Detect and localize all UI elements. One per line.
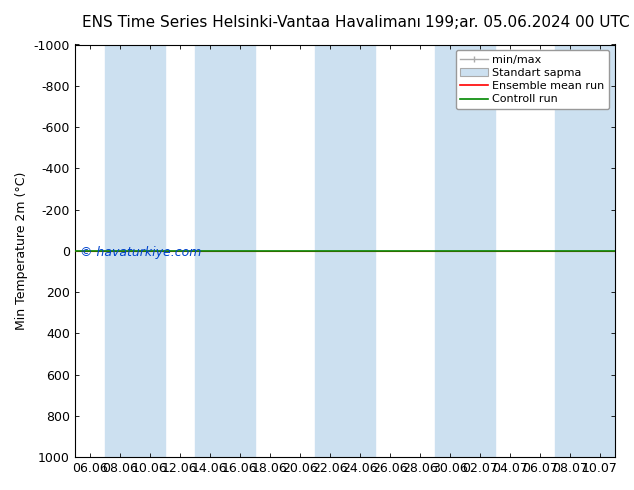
Legend: min/max, Standart sapma, Ensemble mean run, Controll run: min/max, Standart sapma, Ensemble mean r… [456,50,609,109]
Text: © havaturkiye.com: © havaturkiye.com [80,246,202,259]
Bar [105,45,165,457]
Bar [435,45,495,457]
Bar [314,45,375,457]
Text: 199;ar. 05.06.2024 00 UTC: 199;ar. 05.06.2024 00 UTC [425,15,630,30]
Bar [195,45,255,457]
Text: ENS Time Series Helsinki-Vantaa Havalimanı: ENS Time Series Helsinki-Vantaa Havalima… [82,15,422,30]
Y-axis label: Min Temperature 2m (°C): Min Temperature 2m (°C) [15,172,28,330]
Bar [555,45,615,457]
